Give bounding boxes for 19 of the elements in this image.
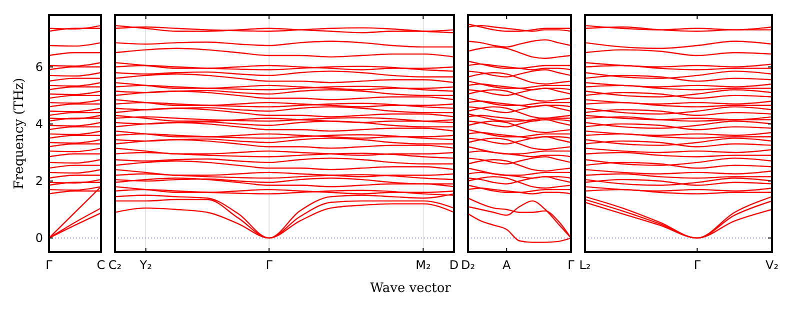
x-tick-label: Γ <box>266 258 273 272</box>
x-tick-label: L₂ <box>579 258 591 272</box>
x-tick-label: C <box>96 258 106 272</box>
x-tick-label: M₂ <box>416 258 431 272</box>
y-tick-label: 6 <box>35 60 43 74</box>
x-tick-label: D <box>449 258 459 272</box>
x-tick-label: D₂ <box>460 258 476 272</box>
x-tick-label: V₂ <box>765 258 779 272</box>
y-tick-label: 0 <box>35 231 43 246</box>
x-axis-title: Wave vector <box>370 281 452 296</box>
y-tick-label: 4 <box>35 117 43 132</box>
y-tick-label: 2 <box>35 174 43 188</box>
y-axis-title: Frequency (THz) <box>12 78 27 190</box>
x-tick-label: A <box>502 258 512 272</box>
x-tick-label: Γ <box>46 258 53 272</box>
x-tick-label: Y₂ <box>138 258 152 272</box>
x-tick-label: Γ <box>568 258 575 272</box>
x-tick-label: C₂ <box>108 258 122 272</box>
x-tick-label: Γ <box>694 258 701 272</box>
